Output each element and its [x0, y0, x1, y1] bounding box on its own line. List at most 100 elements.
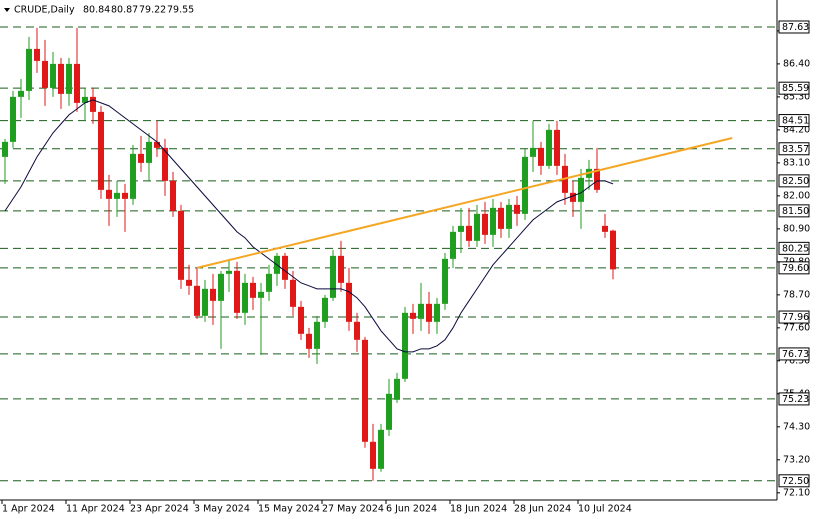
level-label: 85.59 — [782, 83, 809, 94]
menu-triangle — [4, 8, 10, 12]
header-high: 80.87 — [111, 5, 138, 16]
candle-body — [26, 48, 32, 91]
candle-body — [258, 291, 264, 298]
candle-body — [82, 96, 88, 103]
candle-body — [226, 270, 232, 274]
y-tick-label: 78.70 — [783, 289, 810, 300]
candle-body — [522, 156, 528, 214]
candle-body — [506, 204, 512, 229]
candle-body — [394, 378, 400, 400]
candle-body — [458, 225, 464, 232]
candle-body — [2, 141, 8, 157]
candle-body — [498, 207, 504, 229]
candle-body — [106, 189, 112, 199]
candle-body — [554, 129, 560, 166]
y-tick-label: 74.30 — [783, 421, 810, 432]
candle-body — [482, 213, 488, 235]
x-tick-label: 15 May 2024 — [258, 504, 320, 515]
candle-body — [578, 177, 584, 202]
candle-body — [66, 63, 72, 94]
level-label-box — [778, 241, 810, 255]
moving-average-line — [4, 99, 614, 353]
candle-body — [122, 192, 128, 199]
candle-body — [234, 270, 240, 313]
candle-body — [450, 231, 456, 259]
candle-body — [346, 282, 352, 322]
candle-body — [178, 210, 184, 280]
candle-body — [338, 255, 344, 283]
candle-body — [434, 303, 440, 322]
plot-layer — [2, 27, 733, 481]
candle-body — [98, 111, 104, 190]
level-label: 80.25 — [782, 243, 809, 254]
candle-body — [18, 90, 24, 97]
y-tick-label: 85.30 — [783, 91, 810, 102]
level-label: 72.50 — [782, 476, 809, 487]
level-label: 87.63 — [782, 22, 809, 33]
candle-body — [386, 393, 392, 430]
candle-body — [154, 141, 160, 148]
candle-body — [42, 60, 48, 88]
candle-body — [330, 255, 336, 298]
candle-body — [194, 285, 200, 316]
candle-body — [570, 192, 576, 202]
x-tick-label: 10 Jul 2024 — [578, 504, 632, 515]
candle-body — [130, 153, 136, 199]
level-label-box — [778, 174, 810, 188]
y-tick-label: 77.60 — [783, 322, 810, 333]
candle-body — [74, 63, 80, 103]
level-label-box — [778, 310, 810, 324]
y-tick-label: 76.50 — [783, 355, 810, 366]
header-close: 79.55 — [167, 5, 194, 16]
candle-body — [282, 255, 288, 280]
candle-body — [370, 441, 376, 469]
candle-body — [202, 288, 208, 316]
level-label: 77.96 — [782, 312, 809, 323]
candle-body — [514, 204, 520, 214]
candle-body — [546, 129, 552, 166]
level-label-box — [778, 347, 810, 361]
header-open: 80.84 — [83, 5, 110, 16]
level-label: 76.73 — [782, 349, 809, 360]
candle-body — [266, 273, 272, 292]
candle-body — [314, 321, 320, 349]
candle-body — [418, 303, 424, 319]
y-tick-label: 83.10 — [783, 157, 810, 168]
candle-body — [594, 168, 600, 190]
y-tick-label: 84.20 — [783, 124, 810, 135]
candle-body — [250, 282, 256, 298]
candle-body — [138, 153, 144, 163]
level-label: 83.57 — [782, 144, 809, 155]
level-label-box — [778, 20, 810, 34]
trendline — [196, 137, 733, 269]
x-tick-label: 6 Jun 2024 — [386, 504, 437, 515]
candle-body — [210, 288, 216, 301]
candle-body — [442, 258, 448, 304]
x-tick-label: 28 Jun 2024 — [514, 504, 571, 515]
level-label-box — [778, 142, 810, 156]
candle-body — [426, 303, 432, 322]
y-tick-label: 80.90 — [783, 223, 810, 234]
level-label: 81.50 — [782, 206, 809, 217]
candle-body — [474, 213, 480, 241]
chart-title: CRUDE,Daily — [14, 5, 75, 16]
y-tick-label: 82.00 — [783, 190, 810, 201]
candle-body — [50, 63, 56, 88]
y-tick-label: 72.10 — [783, 487, 810, 498]
candle-body — [530, 147, 536, 157]
candle-body — [10, 96, 16, 142]
candle-body — [90, 96, 96, 112]
candle-body — [298, 306, 304, 334]
level-label: 82.50 — [782, 176, 809, 187]
x-tick-label: 18 Jun 2024 — [450, 504, 507, 515]
candle-body — [322, 297, 328, 322]
candle-body — [114, 192, 120, 199]
candle-body — [362, 339, 368, 442]
candle-body — [290, 279, 296, 307]
level-label-box — [778, 261, 810, 275]
candle-body — [378, 429, 384, 469]
level-label-box — [778, 114, 810, 128]
x-tick-label: 11 Apr 2024 — [66, 504, 125, 515]
